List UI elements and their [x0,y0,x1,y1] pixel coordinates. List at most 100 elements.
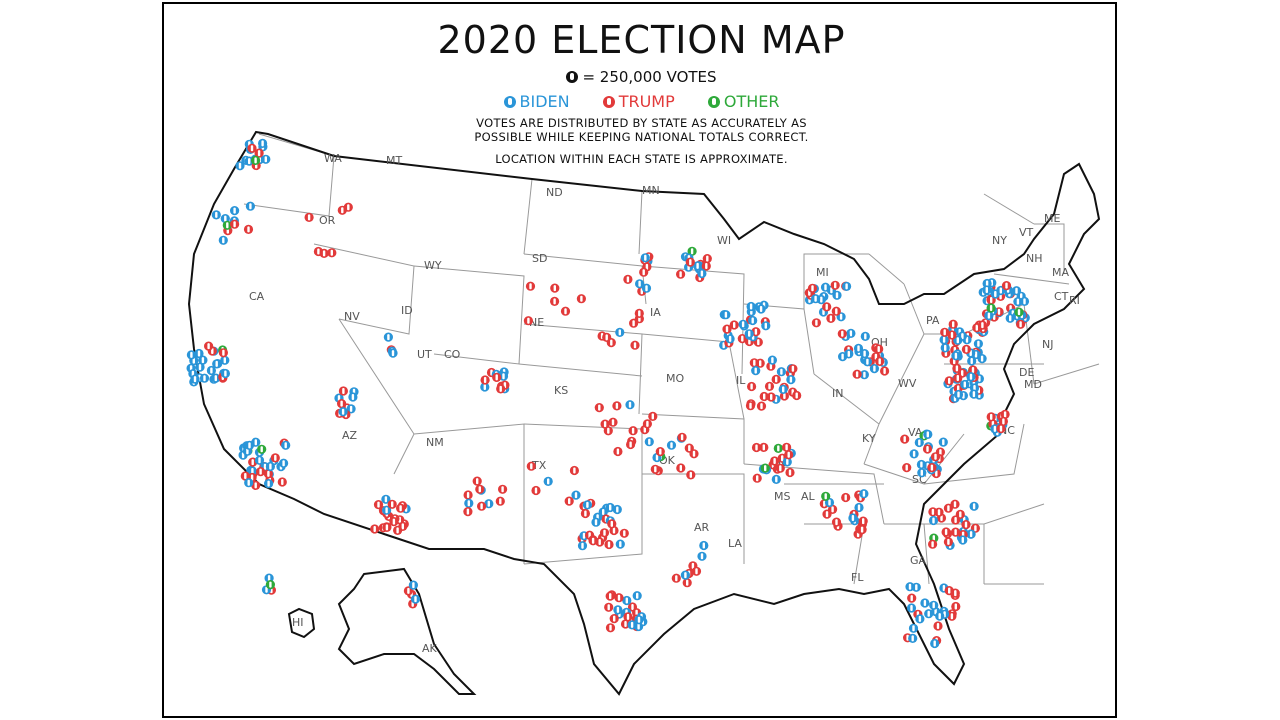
vote-figure-marker [911,582,921,592]
vote-figure-marker [327,248,337,258]
vote-figure-marker [644,437,654,447]
vote-figure-marker [853,343,864,353]
vote-figure-marker [961,344,972,354]
vote-figure-marker [998,416,1009,426]
vote-figure-marker [697,268,707,279]
note-line-1: VOTES ARE DISTRIBUTED BY STATE AS ACCURA… [476,116,807,130]
vote-figure-marker [953,389,964,400]
vote-figure-marker [943,537,954,547]
vote-figure-marker [729,320,739,330]
vote-figure-marker [691,566,702,576]
vote-figure-marker [786,375,796,385]
vote-figure-marker [614,593,624,603]
vote-figure-marker [982,285,992,295]
state-label-hi: HI [292,616,304,629]
state-label-wv: WV [898,377,917,390]
vote-figure-marker [938,437,948,447]
vote-figure-marker [634,615,644,625]
vote-figure-marker [935,611,945,621]
vote-figure-marker [676,463,686,473]
vote-figure-marker [495,496,505,506]
vote-figure-marker [264,479,274,489]
vote-figure-marker [218,235,228,245]
vote-figure-marker [811,294,821,304]
vote-figure-marker [648,411,658,421]
state-borders [243,133,1100,585]
vote-figure-marker [220,368,230,379]
state-label-al: AL [801,490,816,503]
vote-figure-marker [858,516,868,526]
vote-figure-marker [319,248,329,258]
vote-figure-marker [947,330,957,340]
vote-figure-marker [577,541,588,551]
vote-figure-marker [685,257,695,267]
vote-figure-marker [613,605,623,615]
vote-figure-marker [526,461,536,471]
vote-figure-marker [580,508,590,519]
vote-figure-marker [967,356,977,366]
vote-figure-marker [235,161,245,171]
vote-figure-marker [607,519,617,529]
vote-figure-marker [612,504,622,515]
vote-figure-marker [831,306,841,316]
vote-figure-marker [623,612,633,622]
vote-figure-marker [917,468,927,478]
vote-figure-marker [655,447,665,457]
state-label-vt: VT [1019,226,1034,239]
vote-figure-marker [622,595,632,606]
vote-figure-marker [764,381,775,391]
vote-figure-marker [230,206,240,216]
vote-figure-marker [966,372,976,382]
vote-figure-marker [569,465,579,476]
vote-figure-marker [751,442,762,453]
vote-figure-marker [277,477,287,487]
vote-figure-marker [265,461,275,472]
vote-figure-marker [627,620,637,630]
vote-figure-marker [222,220,232,230]
vote-figure-marker [969,501,979,511]
state-label-pa: PA [926,314,940,327]
vote-figure-marker [484,499,494,509]
vote-figure-marker [933,621,943,631]
vote-figure-marker [844,349,854,359]
vote-figure-marker [463,490,473,500]
vote-figure-marker [852,369,862,379]
vote-figure-marker [194,348,204,359]
vote-figure-marker [671,573,681,583]
candidate-legend: BIDEN TRUMP OTHER [164,92,1119,111]
vote-figure-marker [929,600,939,610]
vote-figure-marker [338,386,348,396]
vote-figure-marker [591,517,601,527]
vote-figure-marker [639,267,649,277]
vote-figure-marker [686,470,696,480]
vote-figure-marker [304,212,314,222]
vote-figure-marker [337,399,347,409]
state-label-nv: NV [344,310,360,323]
vote-figure-marker [635,279,645,289]
vote-figure-marker [560,306,571,316]
vote-figure-marker [944,586,954,596]
vote-figure-marker [258,138,268,148]
vote-figure-marker [782,457,792,467]
state-label-ga: GA [910,554,927,567]
vote-figure-marker [756,304,766,314]
vote-figure-marker [771,374,781,384]
state-label-mi: MI [816,266,829,279]
vote-figure-marker [973,339,984,349]
vote-figure-marker [204,341,214,351]
legend-label: OTHER [723,92,780,111]
vote-figure-marker [785,467,795,478]
state-label-il: IL [736,374,746,387]
vote-figure-marker [576,294,586,304]
vote-figure-marker [244,478,254,488]
vote-figure-marker [251,480,261,490]
vote-figure-marker [986,303,996,313]
vote-figure-marker [951,527,961,537]
vote-figure-marker [859,489,869,499]
vote-figure-marker [279,458,289,468]
vote-figure-marker [830,280,840,290]
vote-figure-marker [492,372,502,382]
vote-figure-marker [900,434,910,444]
vote-figure-marker [373,500,384,510]
vote-figure-marker [940,327,950,337]
